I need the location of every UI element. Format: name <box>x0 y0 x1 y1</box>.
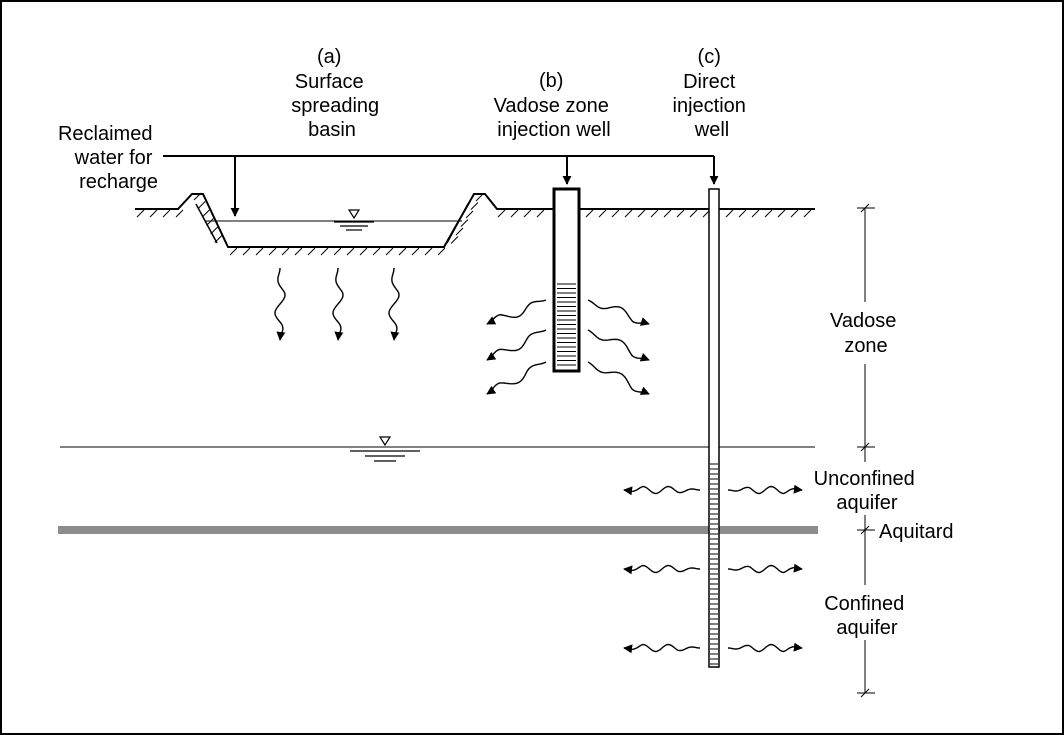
direct-well-screen <box>710 463 718 665</box>
dimension-lines <box>857 203 875 698</box>
direct-well-label: (c) Direct injection well <box>673 46 752 141</box>
water-table-symbol <box>334 209 374 231</box>
flow-arrows <box>274 267 803 654</box>
aquitard-label: Aquitard <box>879 521 954 543</box>
direct-injection-well <box>708 188 720 668</box>
aquitard-layer <box>58 526 818 534</box>
soil-hatching <box>136 192 812 256</box>
reclaimed-water-label: Reclaimed water for recharge <box>58 123 158 193</box>
water-table-symbol <box>350 436 420 462</box>
vadose-zone-well <box>552 187 581 373</box>
vadose-zone-label: Vadose zone <box>830 310 902 357</box>
surface-basin-label: (a) Surface spreading basin <box>291 46 384 141</box>
confined-aquifer-label: Confined aquifer <box>824 593 910 639</box>
unconfined-aquifer-label: Unconfined aquifer <box>814 468 921 514</box>
basin-inner-bank <box>195 203 469 244</box>
vadose-well-label: (b) Vadose zone injection well <box>494 70 615 141</box>
ground-surface-line <box>135 193 815 248</box>
vadose-well-screen <box>557 283 576 366</box>
